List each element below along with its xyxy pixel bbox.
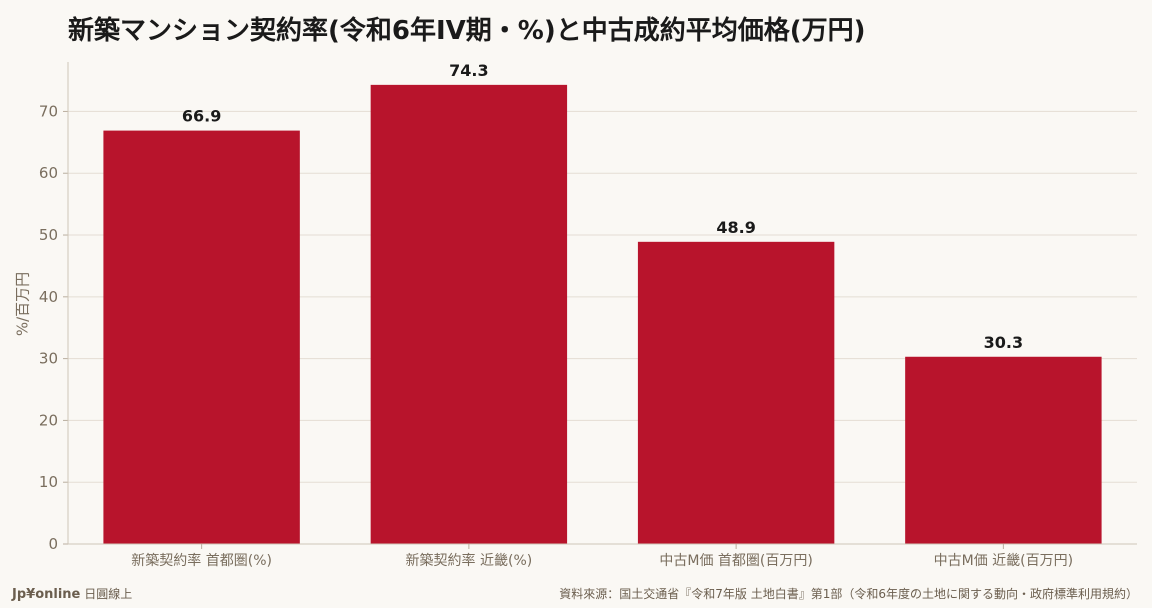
bar-value-label: 74.3 bbox=[449, 61, 488, 80]
bar-value-label: 66.9 bbox=[182, 107, 221, 126]
brand-footer: Jp¥online 日圓線上 bbox=[12, 585, 132, 602]
bar-value-label: 30.3 bbox=[984, 333, 1023, 352]
brand-logo: Jp¥online bbox=[12, 587, 81, 602]
source-note: 資料來源：国土交通省『令和7年版 土地白書』第1部（令和6年度の土地に関する動向… bbox=[559, 587, 1138, 601]
brand-subtitle: 日圓線上 bbox=[84, 587, 133, 601]
bars: 66.9 74.3 48.9 30.3 bbox=[103, 61, 1102, 545]
x-tick-label: 中古M価 近畿(百万円) bbox=[934, 553, 1073, 569]
chart-title: 新築マンション契約率(令和6年IV期・%)と中古成約平均価格(万円) bbox=[68, 16, 866, 46]
y-tick-label: 50 bbox=[39, 226, 58, 244]
x-tick-label: 新築契約率 近畿(%) bbox=[406, 552, 533, 569]
y-tick-label: 10 bbox=[39, 473, 58, 491]
bar bbox=[905, 356, 1102, 544]
x-tick-label: 新築契約率 首都圏(%) bbox=[131, 552, 272, 569]
y-tick-label: 60 bbox=[39, 164, 58, 182]
bar bbox=[103, 130, 300, 545]
x-tick-label: 中古M価 首都圏(百万円) bbox=[659, 553, 812, 569]
y-tick-label: 30 bbox=[39, 350, 58, 368]
bar bbox=[370, 84, 568, 544]
y-tick-label: 20 bbox=[39, 411, 58, 429]
bar-value-label: 48.9 bbox=[716, 218, 755, 237]
bar bbox=[637, 241, 835, 545]
y-axis-label: %/百万円 bbox=[13, 271, 32, 337]
y-tick-label: 70 bbox=[39, 102, 58, 120]
y-tick-label: 40 bbox=[39, 288, 58, 306]
y-tick-label: 0 bbox=[48, 535, 58, 553]
axes: 0 10 20 30 40 50 60 70 新築契約率 首都圏(%) 新築契約率 近畿(%) 中古… bbox=[39, 62, 1137, 569]
